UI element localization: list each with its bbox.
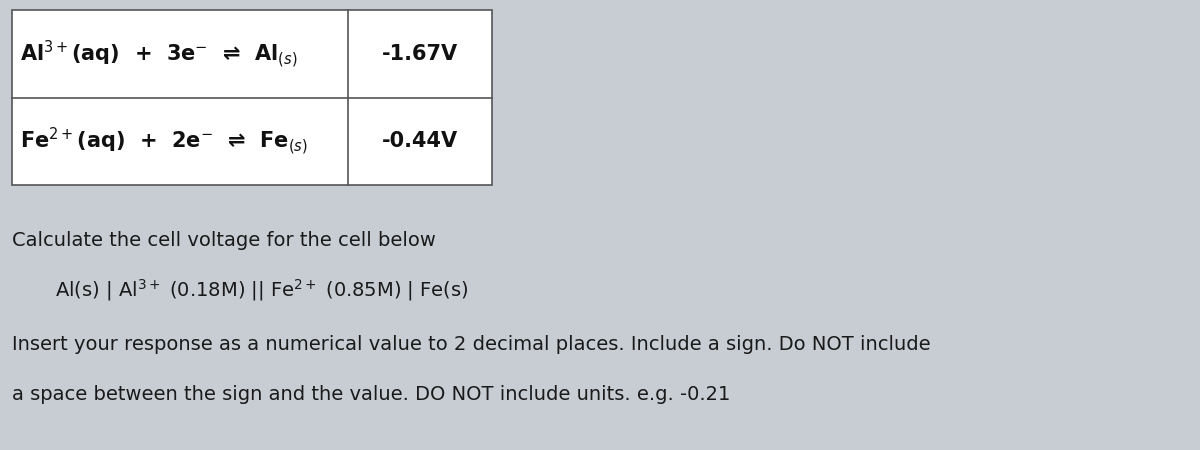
Text: Al(s) | Al$^{3+}$ (0.18M) || Fe$^{2+}$ (0.85M) | Fe(s): Al(s) | Al$^{3+}$ (0.18M) || Fe$^{2+}$ (… bbox=[55, 277, 469, 303]
Text: Insert your response as a numerical value to 2 decimal places. Include a sign. D: Insert your response as a numerical valu… bbox=[12, 336, 931, 355]
Text: Calculate the cell voltage for the cell below: Calculate the cell voltage for the cell … bbox=[12, 230, 436, 249]
Text: a space between the sign and the value. DO NOT include units. e.g. -0.21: a space between the sign and the value. … bbox=[12, 386, 731, 405]
Text: -1.67V: -1.67V bbox=[382, 44, 458, 64]
Text: Fe$^{2+}$(aq)  +  2e$^{-}$  ⇌  Fe$_{(s)}$: Fe$^{2+}$(aq) + 2e$^{-}$ ⇌ Fe$_{(s)}$ bbox=[20, 126, 307, 157]
Text: Al$^{3+}$(aq)  +  3e$^{-}$  ⇌  Al$_{(s)}$: Al$^{3+}$(aq) + 3e$^{-}$ ⇌ Al$_{(s)}$ bbox=[20, 38, 298, 70]
Text: -0.44V: -0.44V bbox=[382, 131, 458, 151]
Bar bbox=[12, 10, 492, 185]
